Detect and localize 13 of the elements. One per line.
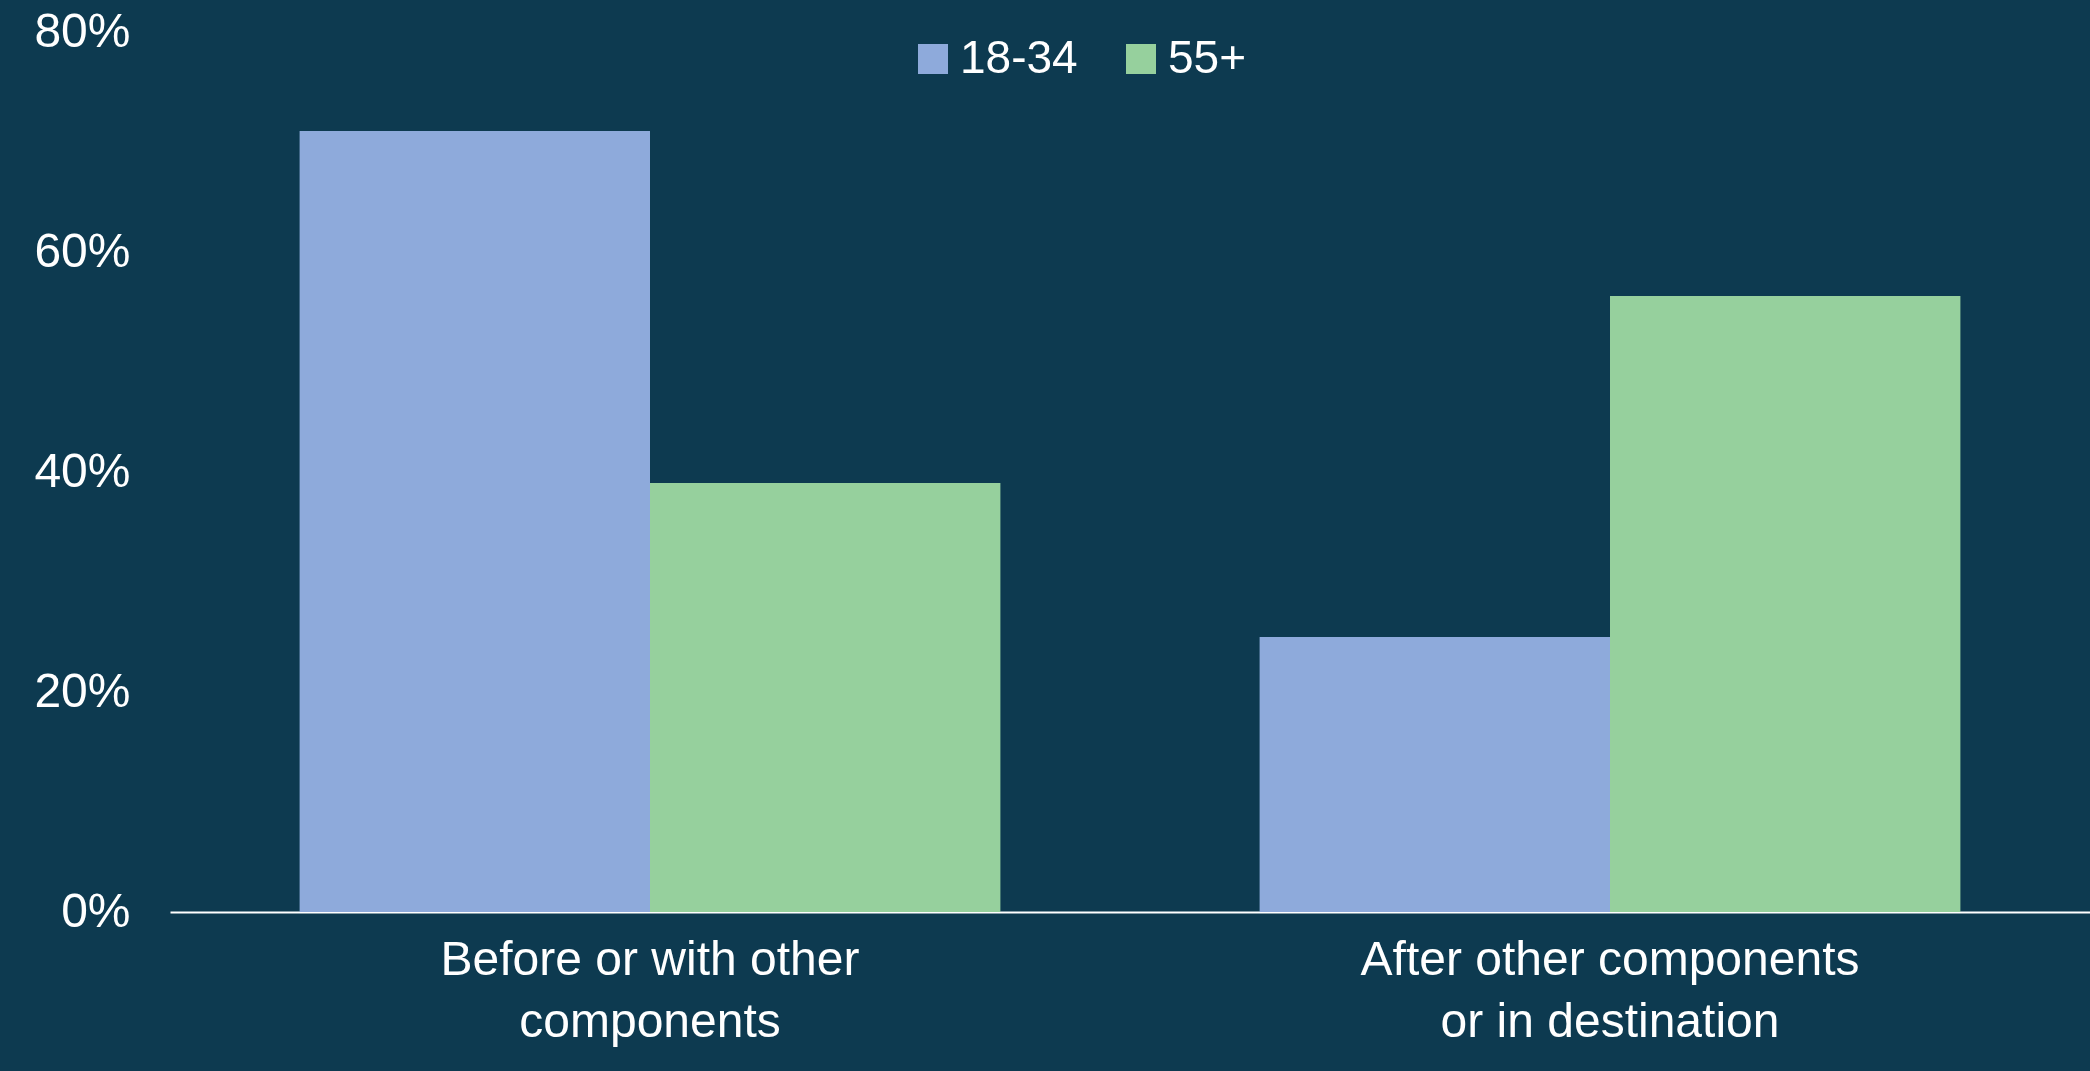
bar	[1610, 296, 1961, 912]
legend-label: 55+	[1168, 31, 1247, 83]
x-tick-label: Before or with other components	[440, 931, 860, 1047]
x-tick-label: After other components or in destination	[1360, 931, 1860, 1047]
y-tick-label: 20%	[34, 663, 131, 717]
bar	[650, 483, 1001, 912]
y-tick-label: 0%	[61, 883, 131, 937]
bar	[299, 131, 650, 912]
y-tick-label: 60%	[34, 223, 131, 277]
legend-label: 18-34	[960, 31, 1078, 83]
y-tick-label: 80%	[34, 3, 131, 57]
y-tick-label: 40%	[34, 443, 131, 497]
bar	[1259, 637, 1610, 912]
